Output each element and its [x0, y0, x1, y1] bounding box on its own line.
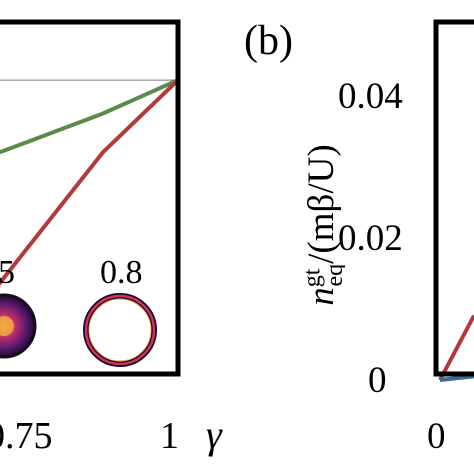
series-a-line-0 [0, 78, 178, 155]
frame-a [0, 19, 181, 377]
series-a-line-1 [0, 78, 178, 286]
x-axis-label: γ [206, 412, 223, 457]
series-a [0, 78, 178, 286]
series-b [438, 314, 474, 382]
panel-a: 5 0.8 0.75 1 γ [0, 19, 223, 457]
x-tick-0-b: 0 [427, 416, 446, 457]
inset-filled-ring [0, 293, 37, 359]
inset-label-filled: 5 [0, 254, 15, 291]
y-tick-0-04: 0.04 [338, 76, 403, 117]
y-tick-0: 0 [368, 360, 387, 401]
panel-label-b: (b) [244, 18, 293, 64]
series-b-line-0 [438, 314, 474, 381]
y-axis-label: ngteq/(mβ/U) [300, 144, 345, 306]
y-tick-0-02: 0.02 [338, 218, 403, 259]
panel-b: (b) ngteq/(mβ/U) 0 0.02 0.04 0 [244, 18, 474, 457]
x-tick-1: 1 [160, 415, 179, 457]
inset-label-thin: 0.8 [100, 254, 143, 291]
inset-thin-ring [83, 293, 157, 367]
series-b-line-1 [439, 374, 474, 382]
frame-b [433, 19, 474, 377]
x-tick-0-75: 0.75 [0, 415, 53, 457]
